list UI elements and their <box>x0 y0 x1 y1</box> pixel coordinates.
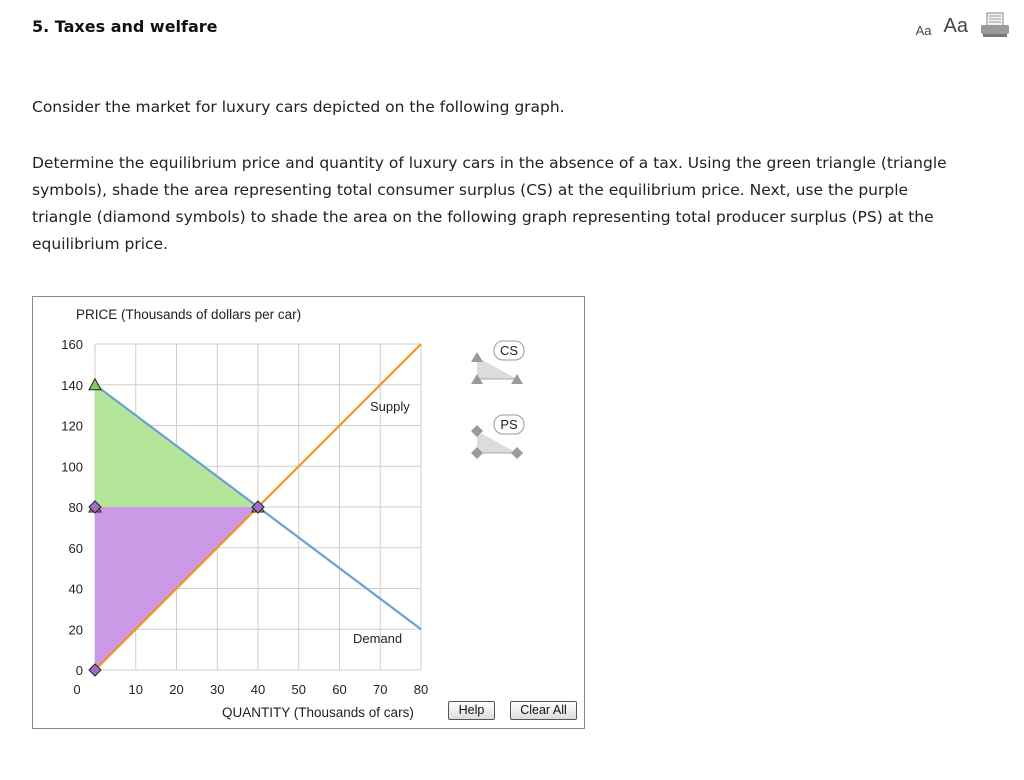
tool-label-pill <box>493 340 525 361</box>
tool-diamond-icon <box>471 447 483 459</box>
markers[interactable] <box>88 377 265 677</box>
y-tick-label: 40 <box>69 582 83 597</box>
clear-all-button[interactable]: Clear All <box>510 701 577 720</box>
y-tick-label: 20 <box>69 622 83 637</box>
graph-panel: Supply Demand 0 20 40 60 80 100 120 140 160 0 10 20 3… <box>32 296 585 729</box>
font-size-increase-button[interactable]: Aa <box>943 15 968 37</box>
tool-label: CS <box>500 343 518 358</box>
tool-diamond-icon <box>511 447 523 459</box>
x-tick-label: 10 <box>129 682 143 697</box>
tool-preview-shape <box>477 431 517 453</box>
ps-marker[interactable] <box>88 663 102 677</box>
intro-text: Consider the market for luxury cars depi… <box>32 98 565 116</box>
demand-label: Demand <box>353 631 402 646</box>
x-axis-title: QUANTITY (Thousands of cars) <box>222 705 414 720</box>
y-tick-label: 60 <box>69 541 83 556</box>
tool-palette[interactable]: CS PS <box>471 340 525 459</box>
surplus-chart[interactable]: Supply Demand 0 20 40 60 80 100 120 140 160 0 10 20 3… <box>33 297 586 730</box>
y-tick-label: 0 <box>76 663 83 678</box>
tool-triangle-icon <box>511 374 523 384</box>
tool-label-pill <box>493 414 525 435</box>
font-size-decrease-button[interactable]: Aa <box>915 23 932 38</box>
x-tick-label: 80 <box>414 682 428 697</box>
y-tick-label: 160 <box>61 337 83 352</box>
y-tick-label: 140 <box>61 378 83 393</box>
y-tick-label: 80 <box>69 500 83 515</box>
tool-triangle-icon <box>471 374 483 384</box>
tool-label: PS <box>500 417 518 432</box>
supply-label: Supply <box>370 399 410 414</box>
x-tick-label: 40 <box>251 682 265 697</box>
font-tools: Aa Aa <box>916 12 1010 38</box>
y-tick-label: 120 <box>61 419 83 434</box>
x-tick-label: 70 <box>373 682 387 697</box>
cs-tool[interactable]: CS <box>471 340 525 384</box>
y-axis-title: PRICE (Thousands of dollars per car) <box>76 307 301 322</box>
x-tick-label: 60 <box>332 682 346 697</box>
tool-triangle-icon <box>471 352 483 362</box>
question-title: 5. Taxes and welfare <box>32 17 218 36</box>
x-tick-label: 0 <box>73 682 80 697</box>
x-tick-label: 30 <box>210 682 224 697</box>
ps-marker[interactable] <box>251 500 265 514</box>
x-tick-label: 50 <box>292 682 306 697</box>
help-button[interactable]: Help <box>448 701 495 720</box>
y-tick-label: 100 <box>61 459 83 474</box>
task-text: Determine the equilibrium price and quan… <box>32 154 947 253</box>
x-tick-label: 20 <box>169 682 183 697</box>
tool-preview-shape <box>477 357 517 379</box>
print-icon[interactable] <box>980 12 1010 38</box>
tick-labels: 0 20 40 60 80 100 120 140 160 0 10 20 30 40 50 60 70 80 <box>61 337 428 697</box>
cs-marker[interactable] <box>88 377 102 391</box>
ps-marker[interactable] <box>88 500 102 514</box>
ps-tool[interactable]: PS <box>471 414 525 459</box>
tool-diamond-icon <box>471 425 483 437</box>
